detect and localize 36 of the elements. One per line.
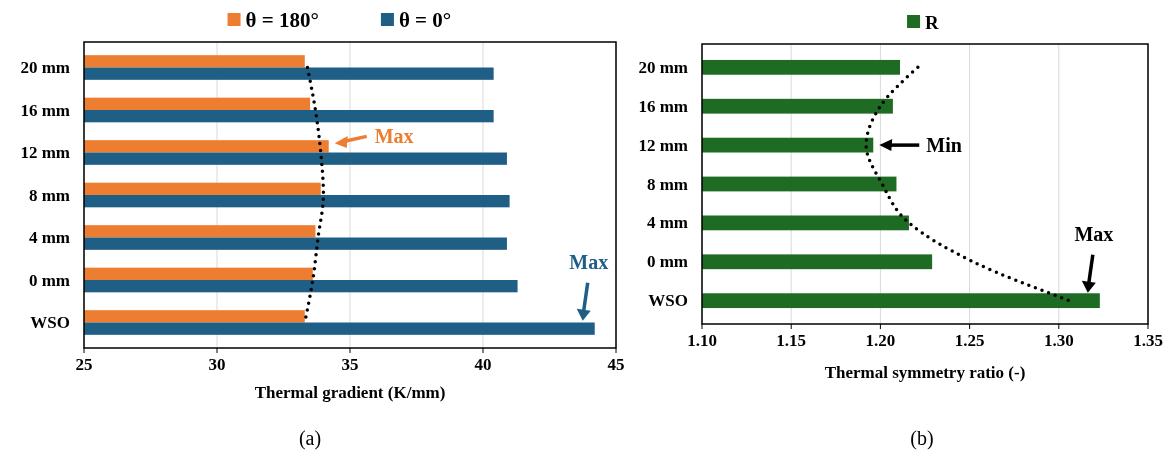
x-tick-label: 25	[75, 355, 93, 374]
x-tick-label: 1.15	[776, 331, 807, 350]
x-tick-label: 35	[341, 355, 359, 374]
x-axis-title: Thermal symmetry ratio (-)	[824, 363, 1026, 382]
text: (a)	[298, 427, 322, 450]
annotation: Min	[926, 134, 962, 157]
legend-label: R	[925, 11, 940, 33]
legend-label: θ = 180°	[245, 8, 319, 32]
x-axis-title: Thermal gradient (K/mm)	[254, 383, 446, 402]
y-tick-label: 0 mm	[28, 270, 70, 290]
y-tick-label: 8 mm	[646, 174, 688, 194]
text: (b)	[910, 427, 934, 450]
x-tick-label: 45	[607, 355, 625, 374]
y-tick-label: 12 mm	[638, 135, 688, 155]
annotation: Max	[1074, 222, 1114, 245]
x-tick-label: 1.25	[954, 331, 985, 350]
y-tick-label: 8 mm	[28, 185, 70, 205]
y-tick-label: 4 mm	[646, 213, 688, 233]
y-tick-label: WSO	[30, 313, 70, 332]
legend-label: θ = 0°	[398, 8, 452, 32]
x-tick-label: 1.10	[687, 331, 717, 350]
x-tick-label: 1.35	[1133, 331, 1163, 350]
y-tick-label: WSO	[648, 291, 688, 311]
y-tick-label: 20 mm	[638, 57, 688, 77]
x-tick-label: 30	[208, 355, 226, 374]
x-tick-label: 40	[474, 355, 492, 374]
x-tick-label: 1.20	[865, 331, 896, 350]
y-tick-label: 16 mm	[20, 100, 70, 120]
y-tick-label: 16 mm	[638, 96, 688, 116]
y-tick-label: 0 mm	[646, 252, 688, 272]
y-tick-label: 12 mm	[20, 143, 70, 162]
y-tick-label: 4 mm	[28, 228, 70, 247]
annotation: Max	[374, 125, 414, 148]
y-tick-label: 20 mm	[20, 58, 70, 77]
annotation: Max	[569, 250, 609, 273]
x-tick-label: 1.30	[1043, 331, 1074, 350]
